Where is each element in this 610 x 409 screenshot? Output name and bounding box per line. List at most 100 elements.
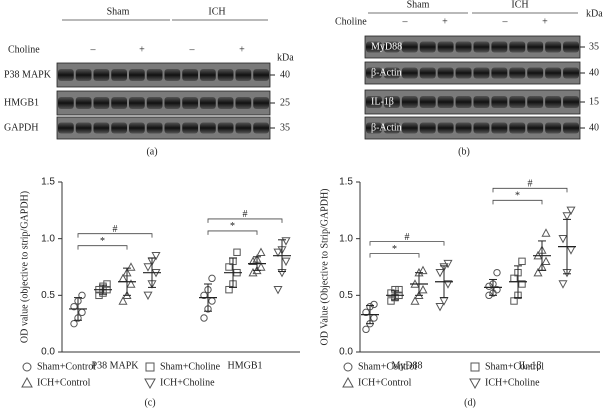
significance-bracket: [77, 233, 153, 238]
band: [235, 122, 252, 134]
band: [164, 97, 181, 109]
legend-label: Sham+Control: [37, 361, 96, 372]
band: [473, 122, 490, 134]
point: [225, 263, 233, 271]
band: [455, 41, 472, 53]
point: [562, 212, 572, 221]
band: [235, 97, 252, 109]
point: [126, 279, 136, 288]
treatment-label: Choline: [8, 44, 40, 55]
band: [93, 69, 110, 81]
band: [129, 122, 145, 134]
point: [518, 280, 526, 288]
point: [281, 237, 291, 246]
row-label: β-Actin: [371, 122, 402, 133]
point: [78, 291, 86, 300]
point: [370, 300, 378, 309]
band: [383, 41, 400, 53]
point: [418, 265, 428, 275]
band: [563, 67, 579, 79]
band: [383, 96, 400, 108]
band: [419, 41, 436, 53]
sign-label: –: [90, 44, 97, 55]
significance-label: *: [392, 244, 397, 255]
legend-label: ICH+Choline: [160, 377, 215, 388]
kda-label: 25: [280, 97, 290, 108]
legend-marker: [144, 378, 156, 390]
legend-marker: [342, 376, 354, 388]
band: [164, 69, 181, 81]
band: [491, 67, 508, 79]
band: [419, 67, 436, 79]
x-tick-label: MyD88: [391, 360, 422, 371]
band: [200, 69, 216, 81]
point: [443, 259, 453, 269]
band: [509, 122, 526, 134]
point: [541, 256, 551, 266]
row-label: HMGB1: [4, 97, 39, 108]
legend-label: ICH+Control: [37, 377, 91, 388]
significance-label: #: [405, 232, 410, 243]
band: [437, 41, 454, 53]
band: [366, 122, 382, 134]
band: [509, 41, 526, 53]
band: [509, 96, 526, 108]
band: [217, 122, 234, 134]
band: [182, 97, 198, 109]
band: [401, 41, 418, 53]
point: [208, 274, 216, 283]
legend-marker: [21, 376, 33, 388]
y-tick-label: 1.5: [41, 177, 55, 188]
point: [143, 291, 153, 301]
band: [563, 96, 579, 108]
point: [233, 248, 241, 256]
band: [235, 69, 252, 81]
band: [75, 122, 92, 134]
point: [118, 296, 128, 305]
band: [491, 41, 508, 53]
point: [143, 263, 153, 272]
point: [439, 263, 449, 272]
significance-bracket: [369, 241, 445, 246]
point: [256, 247, 266, 256]
band: [545, 41, 562, 53]
group-label: ICH: [511, 0, 528, 10]
significance-bracket: [492, 187, 568, 193]
band: [455, 67, 472, 79]
point: [558, 234, 568, 244]
treatment-label: Choline: [335, 16, 367, 27]
band: [473, 96, 490, 108]
band: [253, 97, 269, 109]
y-tick-label: 0.0: [339, 347, 353, 358]
point: [518, 257, 526, 266]
band: [146, 122, 163, 134]
point: [208, 297, 216, 305]
band: [129, 97, 145, 109]
significance-bracket: [369, 253, 420, 258]
point: [256, 262, 266, 271]
legend-label: ICH+Choline: [485, 377, 540, 388]
significance-label: *: [515, 191, 520, 202]
band: [111, 122, 127, 134]
unit-label: kDa: [586, 8, 603, 19]
band: [437, 122, 454, 134]
significance-label: #: [243, 209, 248, 220]
point: [225, 285, 233, 294]
y-axis-label: OD value (objective to strip/GAPDH): [19, 191, 30, 343]
significance-bracket: [492, 199, 543, 205]
significance-bracket: [77, 245, 128, 250]
band: [111, 69, 127, 81]
band: [366, 41, 382, 53]
row-label: β-Actin: [371, 67, 402, 78]
point: [362, 325, 370, 334]
band: [455, 96, 472, 108]
band: [366, 67, 382, 79]
band: [491, 122, 508, 134]
row-label: IL-1β: [371, 96, 394, 107]
y-tick-label: 0.5: [339, 290, 353, 301]
band: [75, 97, 92, 109]
blot-strip: [57, 117, 270, 139]
band: [527, 67, 544, 79]
kda-label: 40: [280, 69, 290, 80]
band: [146, 69, 163, 81]
